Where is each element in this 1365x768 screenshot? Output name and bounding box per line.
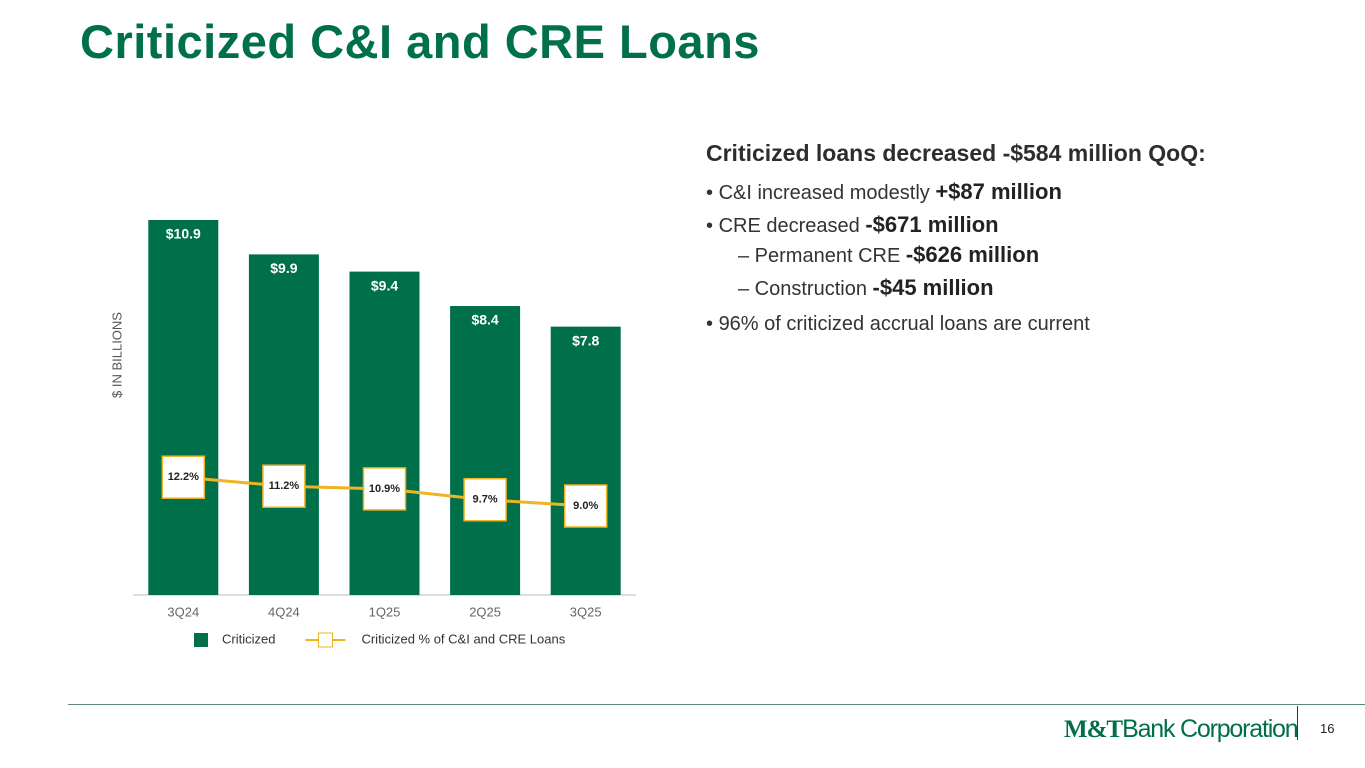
point-marker — [262, 464, 306, 508]
point-marker — [463, 477, 507, 522]
logo: M&TBank Corporation — [1064, 715, 1299, 744]
legend-label: Criticized — [222, 631, 275, 646]
point-marker — [362, 467, 407, 511]
sub-bullet-text: – Permanent CRE — [738, 245, 906, 267]
x-tick-label: 3Q24 — [167, 604, 199, 619]
logo-mark: M&T — [1064, 716, 1123, 743]
point-marker — [161, 455, 206, 499]
commentary: Criticized loans decreased -$584 million… — [706, 140, 1206, 343]
bar — [349, 271, 420, 595]
chart: $ IN BILLIONS 3Q24 4Q24 1Q25 2Q25 3Q25 $10.9 $… — [109, 220, 636, 648]
bullet-marker: • — [706, 182, 719, 204]
commentary-heading: Criticized loans decreased -$584 million… — [706, 140, 1206, 166]
legend-swatch — [317, 632, 333, 648]
bar-value-label: $8.4 — [471, 312, 498, 328]
point-marker — [563, 484, 608, 528]
page-number: 16 — [1320, 721, 1335, 736]
bullet-marker: • — [706, 313, 719, 335]
bullet-text: C&I increased modestly — [718, 182, 936, 204]
footer-separator — [1297, 706, 1298, 740]
bar-value-label: $9.4 — [371, 277, 398, 293]
point-value-label: 11.2% — [269, 480, 300, 492]
bar — [248, 254, 319, 595]
sub-bullet-emphasis: -$45 million — [872, 275, 994, 300]
sub-bullet-emphasis: -$626 million — [905, 242, 1040, 267]
bar — [148, 220, 219, 595]
x-tick-label: 3Q25 — [570, 604, 602, 619]
bullet-emphasis: +$87 million — [935, 179, 1062, 204]
logo-name: Bank Corporation — [1122, 715, 1299, 743]
legend-swatch — [194, 633, 208, 647]
point-value-label: 9.7% — [473, 494, 498, 506]
slide-title: Criticized C&I and CRE Loans — [80, 15, 760, 68]
bullet-emphasis: -$671 million — [865, 212, 999, 237]
bullet: • 96% of criticized accrual loans are cu… — [706, 311, 1206, 337]
sub-bullet: – Permanent CRE -$626 million — [738, 239, 1206, 272]
x-tick-label: 2Q25 — [469, 604, 501, 619]
sub-bullet: – Construction -$45 million — [738, 272, 1206, 305]
x-tick-label: 1Q25 — [369, 604, 401, 619]
bar-value-label: $10.9 — [166, 226, 201, 242]
bullet-marker: • — [706, 215, 719, 237]
y-axis-label: $ IN BILLIONS — [109, 312, 124, 398]
x-tick-label: 4Q24 — [268, 604, 300, 619]
point-value-label: 12.2% — [168, 471, 199, 483]
bullet: • CRE decreased -$671 million – Permanent… — [706, 212, 1206, 305]
bar-value-label: $9.9 — [270, 260, 297, 276]
point-value-label: 9.0% — [573, 500, 598, 512]
bar — [450, 306, 521, 595]
footer-rule — [68, 704, 1365, 705]
bar — [550, 326, 621, 595]
point-value-label: 10.9% — [369, 483, 400, 495]
bullet-text: 96% of criticized accrual loans are curr… — [718, 313, 1090, 335]
bullet: • C&I increased modestly +$87 million — [706, 179, 1206, 206]
legend-label: Criticized % of C&I and CRE Loans — [361, 631, 565, 646]
sub-bullet-text: – Construction — [738, 278, 873, 300]
bullet-text: CRE decreased — [718, 215, 866, 237]
bar-value-label: $7.8 — [572, 332, 599, 348]
